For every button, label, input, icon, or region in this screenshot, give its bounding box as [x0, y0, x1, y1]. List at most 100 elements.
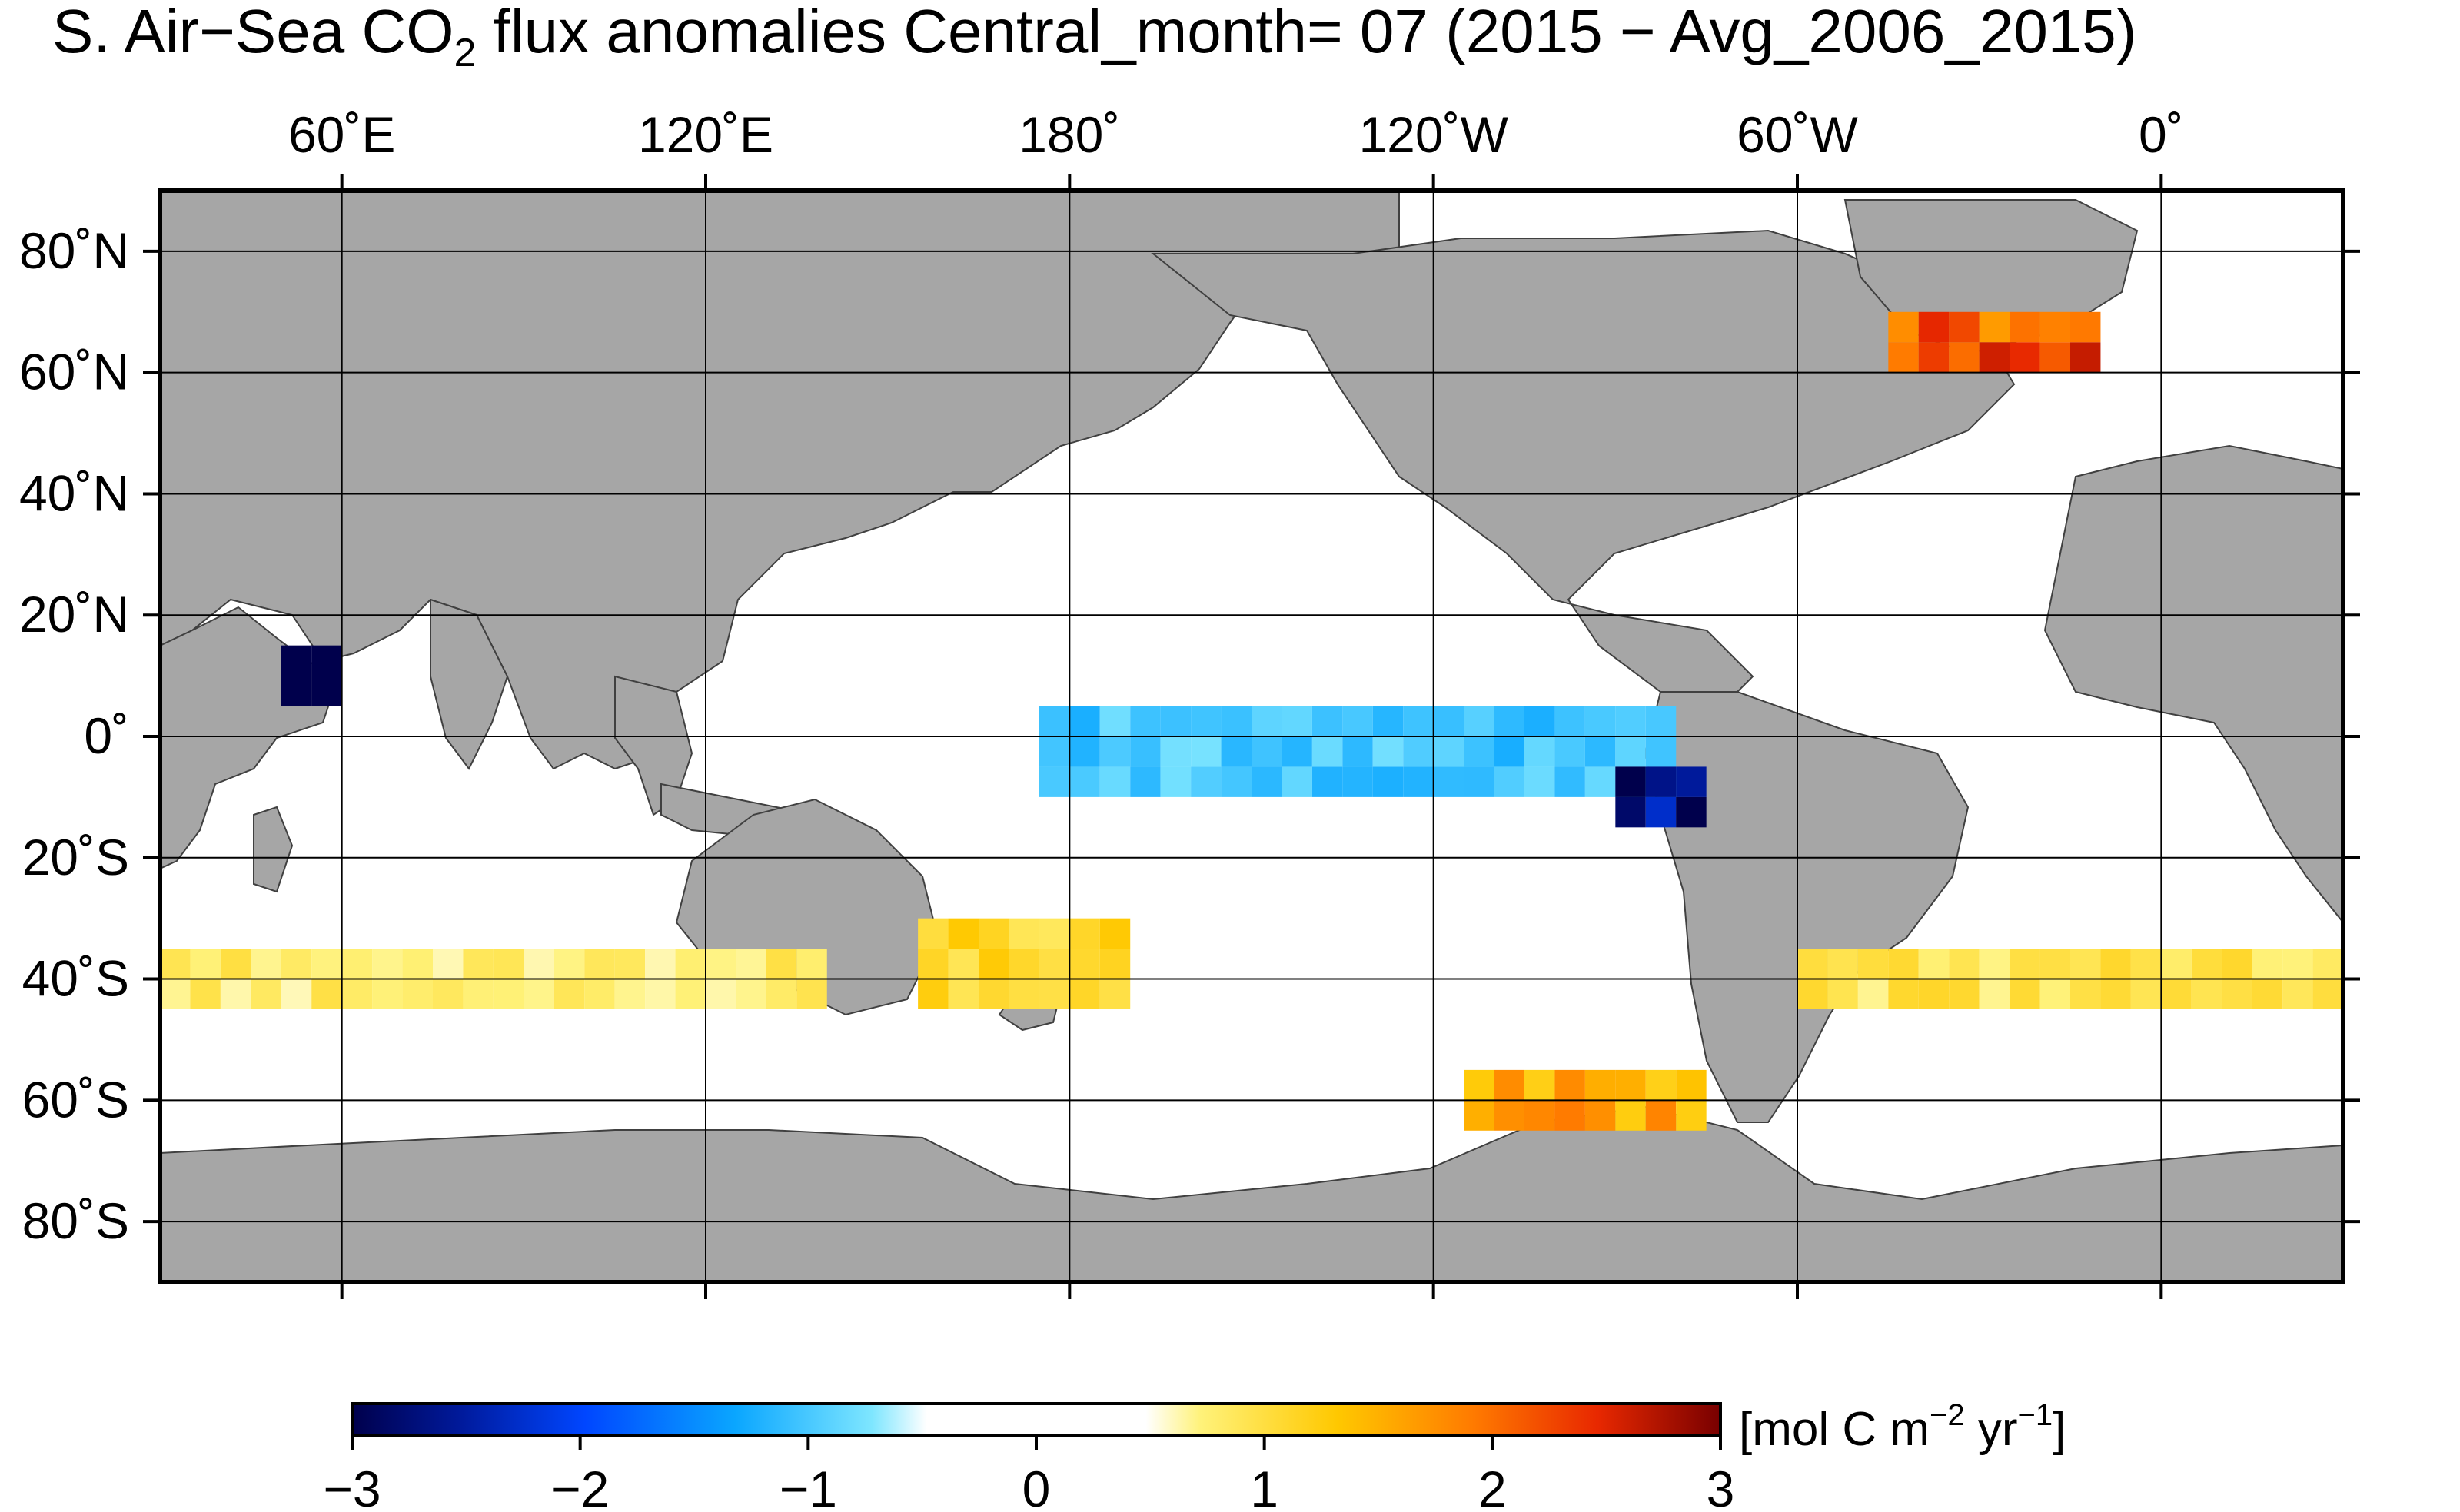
- unit-base: [mol C m: [1739, 1403, 1930, 1456]
- flux-cell: [918, 949, 949, 979]
- flux-cell: [1372, 706, 1404, 736]
- top-tick-label: 120˚W: [1358, 106, 1508, 163]
- flux-cell: [1857, 979, 1889, 1009]
- flux-cell: [1069, 979, 1100, 1009]
- flux-cell: [1372, 766, 1404, 797]
- flux-cell: [766, 949, 797, 979]
- flux-cell: [1524, 1069, 1555, 1101]
- flux-cell: [1039, 766, 1070, 797]
- flux-cell: [1039, 706, 1070, 736]
- flux-cell: [463, 979, 494, 1009]
- flux-cell: [1584, 1100, 1616, 1131]
- flux-cell: [1464, 1069, 1494, 1101]
- flux-cell: [1494, 1100, 1524, 1131]
- flux-cell: [402, 979, 433, 1009]
- unit-mid: yr: [1965, 1403, 2018, 1456]
- flux-cell: [220, 949, 251, 979]
- flux-cell: [948, 918, 979, 949]
- flux-cell: [1554, 1100, 1585, 1131]
- flux-cells: [160, 311, 2343, 1131]
- africa-west-land: [2043, 444, 2343, 924]
- flux-cell: [1494, 736, 1524, 767]
- flux-cell: [2010, 979, 2040, 1009]
- flux-cell: [1464, 766, 1494, 797]
- title-suffix: flux anomalies Central_month= 07 (2015 −…: [476, 0, 2136, 65]
- flux-cell: [614, 979, 646, 1009]
- flux-cell: [2161, 979, 2192, 1009]
- flux-cell: [645, 979, 676, 1009]
- flux-cell: [1949, 949, 1980, 979]
- flux-cell: [341, 949, 373, 979]
- flux-cell: [1160, 706, 1192, 736]
- flux-cell: [1069, 766, 1100, 797]
- left-tick-label: 0˚: [84, 707, 129, 764]
- flux-cell: [766, 979, 797, 1009]
- flux-cell: [2010, 342, 2040, 373]
- colorbar-tick-label: −2: [551, 1460, 609, 1512]
- flux-cell: [1645, 766, 1677, 797]
- flux-cell: [2191, 979, 2222, 1009]
- flux-cell: [2070, 949, 2101, 979]
- flux-cell: [1857, 949, 1889, 979]
- flux-cell: [979, 979, 1009, 1009]
- flux-cell: [2222, 949, 2252, 979]
- top-tick-label: 60˚W: [1737, 106, 1858, 163]
- flux-cell: [1403, 706, 1434, 736]
- flux-cell: [2039, 949, 2070, 979]
- flux-cell: [1554, 766, 1585, 797]
- flux-cell: [1676, 1069, 1707, 1101]
- flux-cell: [1311, 706, 1343, 736]
- flux-cell: [2161, 949, 2192, 979]
- flux-cell: [1009, 979, 1039, 1009]
- flux-cell: [1311, 766, 1343, 797]
- graticule: [160, 191, 2343, 1282]
- flux-cell: [1039, 979, 1070, 1009]
- title-subscript: 2: [454, 31, 476, 75]
- flux-cell: [1464, 706, 1494, 736]
- flux-cell: [433, 979, 464, 1009]
- flux-cell: [1615, 766, 1646, 797]
- flux-cell: [1099, 949, 1131, 979]
- flux-cell: [1645, 1100, 1677, 1131]
- flux-cell: [1888, 311, 1919, 343]
- flux-cell: [1554, 706, 1585, 736]
- flux-cell: [2252, 949, 2283, 979]
- flux-cell: [1069, 706, 1100, 736]
- flux-cell: [1433, 766, 1464, 797]
- flux-cell: [524, 979, 554, 1009]
- flux-cell: [918, 979, 949, 1009]
- colorbar-tick-label: −1: [780, 1460, 837, 1512]
- left-tick-label: 60˚S: [22, 1071, 129, 1128]
- flux-cell: [1918, 979, 1950, 1009]
- left-tick-label: 80˚S: [22, 1192, 129, 1249]
- flux-cell: [1979, 979, 2010, 1009]
- flux-cell: [311, 645, 342, 676]
- flux-cell: [645, 949, 676, 979]
- colorbar-tick-label: −3: [323, 1460, 381, 1512]
- flux-cell: [1584, 706, 1616, 736]
- flux-cell: [1615, 706, 1646, 736]
- south-america-land: [1644, 691, 1970, 1123]
- flux-cell: [190, 949, 221, 979]
- india-land: [430, 598, 509, 770]
- flux-cell: [706, 979, 736, 1009]
- flux-cell: [2010, 311, 2040, 343]
- north-america-land: [1151, 229, 2016, 709]
- flux-cell: [1282, 766, 1312, 797]
- flux-cell: [1099, 706, 1131, 736]
- flux-cell: [1039, 918, 1070, 949]
- flux-cell: [1099, 979, 1131, 1009]
- flux-cell: [311, 979, 342, 1009]
- flux-cell: [493, 979, 524, 1009]
- flux-cell: [1676, 1100, 1707, 1131]
- flux-cell: [1009, 949, 1039, 979]
- flux-cell: [1130, 736, 1161, 767]
- flux-cell: [1615, 1100, 1646, 1131]
- flux-cell: [706, 949, 736, 979]
- flux-cell: [1130, 706, 1161, 736]
- colorbar-tick-label: 0: [1022, 1460, 1051, 1512]
- flux-cell: [1311, 736, 1343, 767]
- flux-cell: [1797, 949, 1828, 979]
- flux-cell: [1464, 736, 1494, 767]
- flux-cell: [1645, 1069, 1677, 1101]
